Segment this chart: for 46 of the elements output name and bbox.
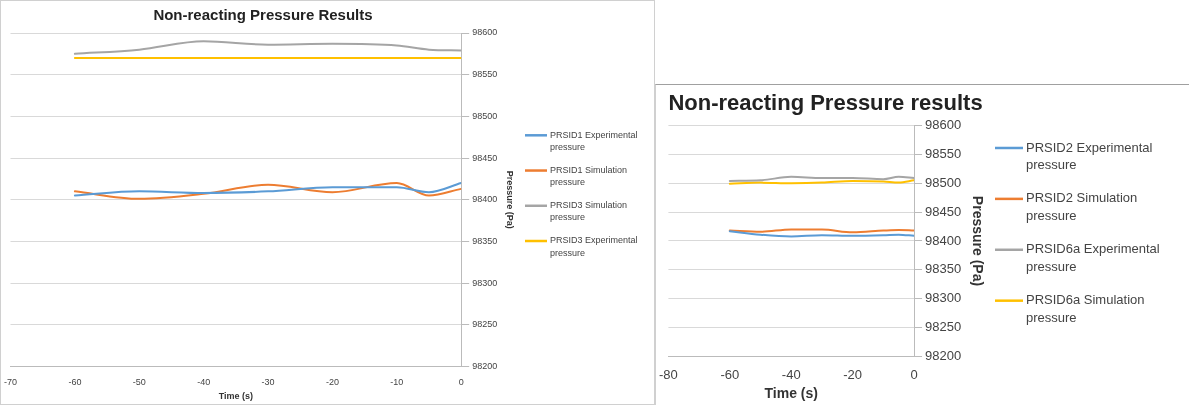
legend-label: PRSID6a Experimental pressure bbox=[1026, 241, 1160, 274]
chart-title: Non-reacting Pressure Results bbox=[153, 6, 373, 24]
legend-label: PRSID2 Simulation pressure bbox=[1026, 190, 1138, 224]
chart-title: Non-reacting Pressure results bbox=[668, 90, 983, 116]
x-tick-label: -80 bbox=[659, 366, 678, 382]
x-tick-label: -40 bbox=[781, 366, 801, 382]
y-tick-label: 98550 bbox=[472, 69, 498, 80]
y-tick-label: 98350 bbox=[472, 235, 498, 246]
x-tick-label: -70 bbox=[4, 377, 18, 388]
y-axis-title: Pressure (Pa) bbox=[505, 170, 516, 229]
y-tick-label: 98400 bbox=[472, 194, 498, 205]
x-tick-label: -30 bbox=[261, 377, 275, 388]
x-tick-label: -20 bbox=[325, 377, 339, 388]
y-tick-label: 98200 bbox=[925, 348, 962, 364]
y-tick-label: 98550 bbox=[925, 145, 962, 161]
legend-label: PRSID1 Simulation pressure bbox=[550, 165, 628, 188]
y-tick-label: 98250 bbox=[472, 319, 498, 330]
y-tick-label: 98250 bbox=[925, 319, 962, 335]
x-tick-label: -20 bbox=[843, 366, 863, 382]
legend-label: PRSID1 Experimental pressure bbox=[550, 129, 638, 152]
x-tick-label: -60 bbox=[68, 377, 82, 388]
y-tick-label: 98300 bbox=[472, 277, 498, 288]
y-tick-label: 98600 bbox=[925, 116, 962, 132]
legend-label: PRSID3 Simulation pressure bbox=[550, 200, 628, 223]
y-axis-title: Pressure (Pa) bbox=[969, 195, 986, 287]
line-series bbox=[73, 40, 462, 55]
y-tick-label: 98600 bbox=[472, 27, 498, 38]
y-tick-label: 98400 bbox=[925, 232, 962, 248]
x-tick-label: -50 bbox=[132, 377, 146, 388]
y-tick-label: 98300 bbox=[925, 290, 962, 306]
y-tick-label: 98450 bbox=[472, 152, 498, 163]
y-tick-label: 98500 bbox=[472, 110, 498, 121]
legend-label: PRSID3 Experimental pressure bbox=[550, 235, 638, 258]
legend-label: PRSID6a Simulation pressure bbox=[1026, 292, 1145, 325]
x-axis-title: Time (s) bbox=[764, 385, 818, 402]
x-tick-label: -60 bbox=[720, 366, 740, 382]
x-tick-label: 0 bbox=[458, 377, 464, 388]
y-tick-label: 98450 bbox=[925, 203, 962, 219]
x-tick-label: 0 bbox=[910, 366, 918, 382]
y-tick-label: 98200 bbox=[472, 360, 498, 371]
x-tick-label: -40 bbox=[197, 377, 211, 388]
y-tick-label: 98350 bbox=[925, 261, 962, 277]
x-axis-title: Time (s) bbox=[218, 391, 254, 402]
y-tick-label: 98500 bbox=[925, 174, 962, 190]
x-tick-label: -10 bbox=[390, 377, 404, 388]
legend-label: PRSID2 Experimental pressure bbox=[1026, 139, 1153, 173]
